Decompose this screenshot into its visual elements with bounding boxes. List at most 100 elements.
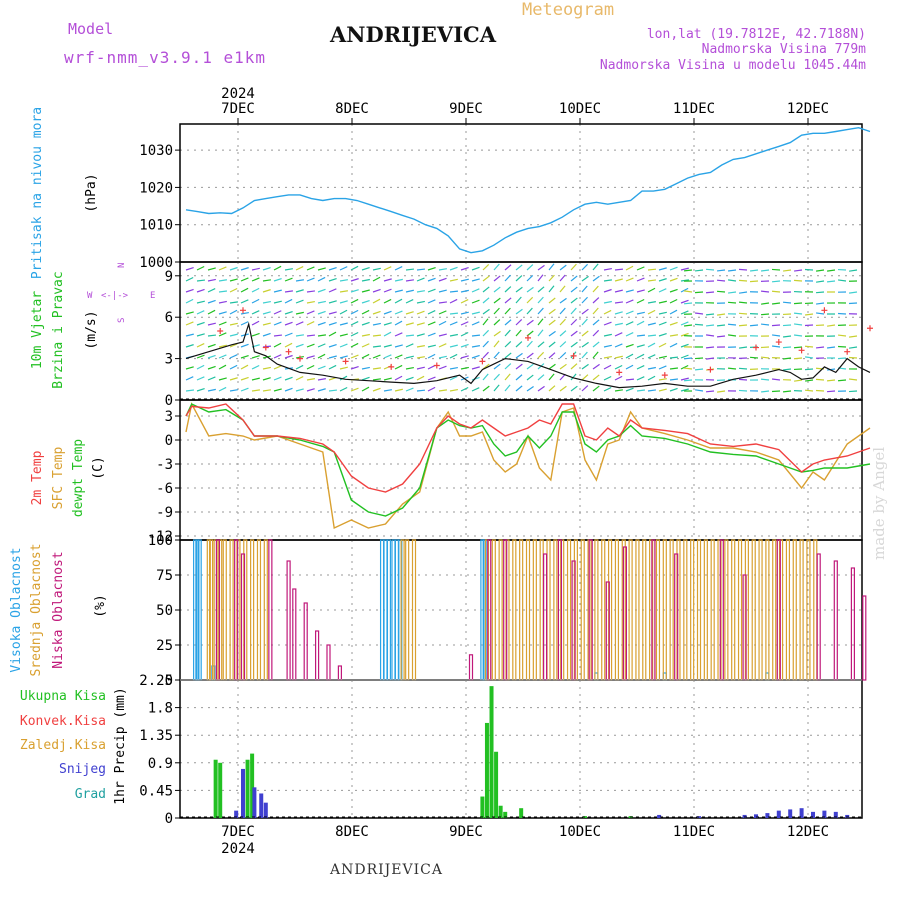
wind-arrow <box>526 374 534 381</box>
wind-arrow <box>306 355 315 359</box>
wind-arrow <box>196 343 205 348</box>
wind-arrow <box>793 334 803 337</box>
wind-arrow <box>614 355 623 359</box>
wind-arrow <box>339 309 348 315</box>
wind-arrow <box>416 300 425 304</box>
wind-arrow <box>383 377 392 381</box>
cloud-bar <box>674 553 679 681</box>
wind-arrow <box>427 321 436 326</box>
wind-arrow <box>493 275 501 282</box>
wind-gust-marker <box>798 347 805 354</box>
wind-arrow <box>405 376 414 381</box>
wind-arrow <box>339 266 348 271</box>
wind-arrow <box>427 310 436 315</box>
wind-arrow <box>504 341 512 348</box>
wind-dir-w: W <box>87 291 93 301</box>
wind-arrow <box>306 378 315 381</box>
wind-arrow <box>683 379 693 382</box>
wind-arrow <box>394 310 403 315</box>
wind-arrow <box>262 389 272 392</box>
wind-arrow <box>625 321 634 326</box>
dewpt-temp-line <box>185 403 871 517</box>
wind-arrow <box>647 334 657 337</box>
wind-arrow <box>317 310 326 315</box>
wind-arrow <box>449 389 458 392</box>
wind-gust-marker <box>525 334 531 341</box>
wind-arrow <box>548 330 556 337</box>
wind-arrow <box>471 266 480 271</box>
wind-arrow <box>504 373 511 381</box>
precip-bar <box>845 814 850 818</box>
precip-bar <box>742 814 747 818</box>
wind-arrow <box>782 346 792 349</box>
wind-arrow <box>658 388 667 392</box>
wind-arrow <box>749 356 759 359</box>
wind-arrow <box>482 373 489 381</box>
wind-arrow <box>570 263 577 271</box>
wind-arrow <box>317 365 326 370</box>
cloud-bar <box>833 560 838 681</box>
wind-arrow <box>350 309 359 315</box>
wind-arrow <box>394 289 403 293</box>
wind-arrow <box>339 386 348 392</box>
wind-arrow <box>603 309 612 315</box>
wind-arrow <box>570 330 578 337</box>
wind-arrow <box>493 330 501 337</box>
wind-arrow <box>614 278 623 282</box>
wind-arrow <box>592 275 600 282</box>
wind-arrow <box>460 386 469 392</box>
bottom-year-label: 2024 <box>221 841 255 857</box>
wind-arrow <box>416 277 425 282</box>
cloud-ytick-label: 25 <box>156 638 173 654</box>
precip-bar <box>263 802 268 818</box>
wind-arrow <box>738 301 748 304</box>
wind-arrow <box>683 290 693 293</box>
wind-gust-marker <box>342 358 349 365</box>
wind-arrow <box>438 301 448 304</box>
wind-arrow <box>449 344 458 348</box>
cloud-bar <box>580 539 585 681</box>
wind-arrow <box>716 269 726 272</box>
pressure-ytick-label: 1010 <box>139 218 173 234</box>
wind-arrow <box>504 384 511 392</box>
wind-arrow <box>471 299 480 304</box>
wind-arrow <box>207 267 216 271</box>
wind-arrow <box>482 385 490 392</box>
wind-arrow <box>229 278 238 282</box>
wind-arrow <box>625 289 634 293</box>
wind-arrow <box>603 375 612 381</box>
wind-arrow <box>317 334 327 337</box>
wind-arrow <box>548 263 555 271</box>
wind-arrow <box>526 319 534 326</box>
wind-arrow <box>295 289 304 293</box>
cloud-ylabel-high: Visoka Oblacnost <box>9 547 24 672</box>
wind-arrow <box>482 286 490 293</box>
wind-arrow <box>636 289 645 293</box>
wind-arrow <box>405 334 415 337</box>
pressure-ytick-label: 1020 <box>139 180 173 196</box>
wind-arrow <box>636 344 645 348</box>
wind-arrow <box>493 286 501 293</box>
wind-arrow <box>705 357 715 360</box>
wind-arrow <box>716 324 726 327</box>
wind-arrow <box>548 308 556 315</box>
wind-arrow <box>537 286 545 293</box>
wind-arrow <box>625 364 634 370</box>
wind-arrow <box>614 375 623 381</box>
wind-arrow <box>658 278 667 282</box>
cloud-bar <box>303 602 308 681</box>
wind-arrow <box>218 364 227 370</box>
wind-arrow <box>273 388 282 392</box>
precip-ytick-label: 0 <box>165 811 173 827</box>
wind-arrow <box>581 296 588 304</box>
wind-arrow <box>793 379 803 382</box>
wind-arrow <box>515 318 523 326</box>
wind-arrow <box>185 389 195 392</box>
wind-arrow <box>680 332 689 337</box>
wind-arrow <box>416 268 426 271</box>
wind-arrow <box>815 378 825 381</box>
top-date-label: 11DEC <box>673 101 715 117</box>
wind-arrow <box>449 298 458 304</box>
precip-bar <box>776 810 781 818</box>
